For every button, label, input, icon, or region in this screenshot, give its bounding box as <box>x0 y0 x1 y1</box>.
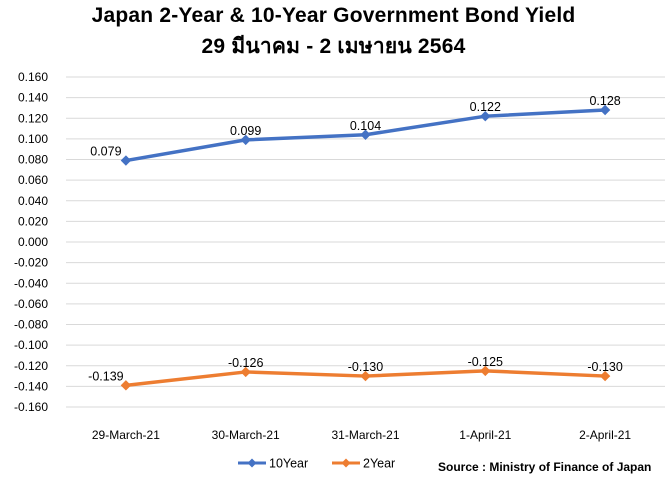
y-tick-label: -0.140 <box>14 379 48 393</box>
data-point-2Year <box>120 380 132 391</box>
x-tick-label: 1-April-21 <box>459 428 511 442</box>
source-note: Source : Ministry of Finance of Japan <box>438 460 652 474</box>
data-point-10Year <box>240 134 251 146</box>
y-tick-label: -0.040 <box>14 276 48 290</box>
chart-subtitle: 29 มีนาคม - 2 เมษายน 2564 <box>201 35 466 58</box>
y-tick-label: 0.080 <box>18 153 48 167</box>
data-point-10Year <box>360 129 371 140</box>
data-point-10Year <box>599 104 611 116</box>
data-point-2Year <box>599 370 611 382</box>
data-label: 0.128 <box>589 94 620 108</box>
x-tick-label: 31-March-21 <box>331 428 399 442</box>
y-tick-label: -0.160 <box>14 400 48 414</box>
legend-marker-2Year <box>341 458 351 468</box>
x-tick-label: 30-March-21 <box>212 428 280 442</box>
data-point-2Year <box>480 365 491 377</box>
data-label: -0.130 <box>587 360 622 374</box>
x-tick-label: 2-April-21 <box>579 428 631 442</box>
legend-label-2Year: 2Year <box>363 457 395 471</box>
y-tick-label: 0.100 <box>18 132 48 146</box>
data-label: 0.104 <box>350 119 381 133</box>
y-tick-label: 0.040 <box>18 194 48 208</box>
data-label: -0.139 <box>88 369 123 383</box>
data-point-2Year <box>240 366 251 378</box>
legend-label-10Year: 10Year <box>269 457 308 471</box>
data-label: 0.079 <box>90 145 121 159</box>
data-point-10Year <box>120 155 132 166</box>
y-tick-label: -0.080 <box>14 318 48 332</box>
y-tick-label: -0.120 <box>14 359 48 373</box>
data-label: -0.130 <box>348 360 383 374</box>
legend-marker-10Year <box>247 458 257 468</box>
y-tick-label: 0.060 <box>18 173 48 187</box>
data-label: 0.099 <box>230 124 261 138</box>
chart-title: Japan 2-Year & 10-Year Government Bond Y… <box>91 4 576 27</box>
y-tick-label: -0.060 <box>14 297 48 311</box>
y-tick-label: 0.120 <box>18 111 48 125</box>
data-label: -0.125 <box>468 355 503 369</box>
y-tick-label: 0.140 <box>18 91 48 105</box>
data-point-2Year <box>360 370 371 382</box>
data-label: 0.122 <box>470 100 501 114</box>
x-tick-label: 29-March-21 <box>92 428 160 442</box>
data-label: -0.126 <box>228 356 263 370</box>
y-tick-label: -0.020 <box>14 256 48 270</box>
y-tick-label: -0.100 <box>14 338 48 352</box>
y-tick-label: 0.020 <box>18 214 48 228</box>
y-tick-label: 0.160 <box>18 70 48 84</box>
data-point-10Year <box>480 110 491 122</box>
y-tick-label: 0.000 <box>18 235 48 249</box>
